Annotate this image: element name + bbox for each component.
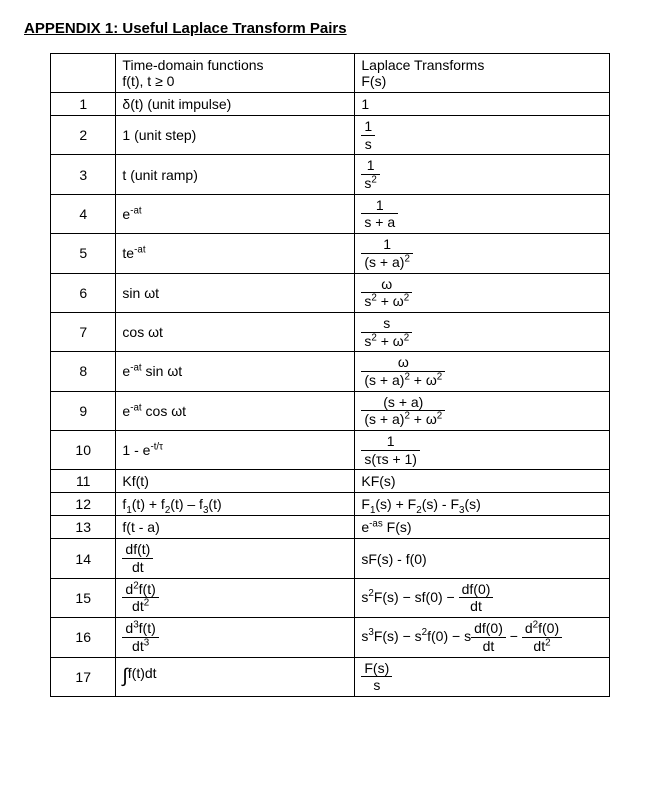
time-domain-cell: cos ωt xyxy=(116,312,355,351)
laplace-cell: s2F(s) − sf(0) − df(0)dt xyxy=(355,578,610,617)
time-domain-cell: e-at xyxy=(116,194,355,233)
time-domain-cell: sin ωt xyxy=(116,273,355,312)
time-domain-cell: te-at xyxy=(116,234,355,273)
laplace-cell: 1s2 xyxy=(355,155,610,194)
header-lap-line2: F(s) xyxy=(361,73,603,89)
header-laplace: Laplace Transforms F(s) xyxy=(355,54,610,93)
table-row: 17∫f(t)dtF(s)s xyxy=(51,657,610,696)
time-domain-cell: 1 - e-t/τ xyxy=(116,431,355,470)
table-row: 16d3f(t)dt3s3F(s) − s2f(0) − sdf(0)dt − … xyxy=(51,618,610,657)
row-number: 1 xyxy=(51,93,116,116)
row-number: 6 xyxy=(51,273,116,312)
table-row: 21 (unit step)1s xyxy=(51,116,610,155)
table-row: 6sin ωtωs2 + ω2 xyxy=(51,273,610,312)
header-time-line1: Time-domain functions xyxy=(122,57,348,73)
row-number: 7 xyxy=(51,312,116,351)
table-row: 14df(t)dtsF(s) - f(0) xyxy=(51,539,610,578)
table-row: 8e-at sin ωtω(s + a)2 + ω2 xyxy=(51,352,610,391)
header-lap-line1: Laplace Transforms xyxy=(361,57,603,73)
laplace-cell: ss2 + ω2 xyxy=(355,312,610,351)
table-row: 13f(t - a)e-as F(s) xyxy=(51,516,610,539)
row-number: 9 xyxy=(51,391,116,430)
laplace-cell: F(s)s xyxy=(355,657,610,696)
time-domain-cell: d2f(t)dt2 xyxy=(116,578,355,617)
laplace-cell: F1(s) + F2(s) - F3(s) xyxy=(355,493,610,516)
row-number: 13 xyxy=(51,516,116,539)
time-domain-cell: d3f(t)dt3 xyxy=(116,618,355,657)
laplace-cell: 1 xyxy=(355,93,610,116)
laplace-cell: 1(s + a)2 xyxy=(355,234,610,273)
header-time-line2: f(t), t ≥ 0 xyxy=(122,73,348,89)
table-row: 101 - e-t/τ1s(τs + 1) xyxy=(51,431,610,470)
laplace-cell: ω(s + a)2 + ω2 xyxy=(355,352,610,391)
laplace-cell: ωs2 + ω2 xyxy=(355,273,610,312)
row-number: 15 xyxy=(51,578,116,617)
time-domain-cell: Kf(t) xyxy=(116,470,355,493)
time-domain-cell: f1(t) + f2(t) – f3(t) xyxy=(116,493,355,516)
time-domain-cell: δ(t) (unit impulse) xyxy=(116,93,355,116)
time-domain-cell: ∫f(t)dt xyxy=(116,657,355,696)
table-row: 11Kf(t)KF(s) xyxy=(51,470,610,493)
row-number: 14 xyxy=(51,539,116,578)
row-number: 4 xyxy=(51,194,116,233)
laplace-cell: 1s xyxy=(355,116,610,155)
time-domain-cell: 1 (unit step) xyxy=(116,116,355,155)
time-domain-cell: e-at sin ωt xyxy=(116,352,355,391)
time-domain-cell: f(t - a) xyxy=(116,516,355,539)
row-number: 5 xyxy=(51,234,116,273)
table-row: 5te-at1(s + a)2 xyxy=(51,234,610,273)
header-blank xyxy=(51,54,116,93)
table-row: 15d2f(t)dt2s2F(s) − sf(0) − df(0)dt xyxy=(51,578,610,617)
row-number: 8 xyxy=(51,352,116,391)
time-domain-cell: e-at cos ωt xyxy=(116,391,355,430)
table-row: 4e-at1s + a xyxy=(51,194,610,233)
laplace-cell: 1s(τs + 1) xyxy=(355,431,610,470)
row-number: 10 xyxy=(51,431,116,470)
table-row: 3t (unit ramp)1s2 xyxy=(51,155,610,194)
table-row: 7cos ωtss2 + ω2 xyxy=(51,312,610,351)
row-number: 11 xyxy=(51,470,116,493)
laplace-cell: s3F(s) − s2f(0) − sdf(0)dt − d2f(0)dt2 xyxy=(355,618,610,657)
row-number: 12 xyxy=(51,493,116,516)
laplace-cell: KF(s) xyxy=(355,470,610,493)
time-domain-cell: t (unit ramp) xyxy=(116,155,355,194)
laplace-cell: (s + a)(s + a)2 + ω2 xyxy=(355,391,610,430)
row-number: 17 xyxy=(51,657,116,696)
row-number: 2 xyxy=(51,116,116,155)
laplace-table: Time-domain functions f(t), t ≥ 0 Laplac… xyxy=(50,53,610,697)
time-domain-cell: df(t)dt xyxy=(116,539,355,578)
row-number: 16 xyxy=(51,618,116,657)
table-row: 12f1(t) + f2(t) – f3(t)F1(s) + F2(s) - F… xyxy=(51,493,610,516)
row-number: 3 xyxy=(51,155,116,194)
laplace-cell: 1s + a xyxy=(355,194,610,233)
laplace-cell: sF(s) - f(0) xyxy=(355,539,610,578)
header-time: Time-domain functions f(t), t ≥ 0 xyxy=(116,54,355,93)
laplace-cell: e-as F(s) xyxy=(355,516,610,539)
appendix-title: APPENDIX 1: Useful Laplace Transform Pai… xyxy=(24,20,621,37)
table-row: 1δ(t) (unit impulse)1 xyxy=(51,93,610,116)
table-row: 9e-at cos ωt(s + a)(s + a)2 + ω2 xyxy=(51,391,610,430)
